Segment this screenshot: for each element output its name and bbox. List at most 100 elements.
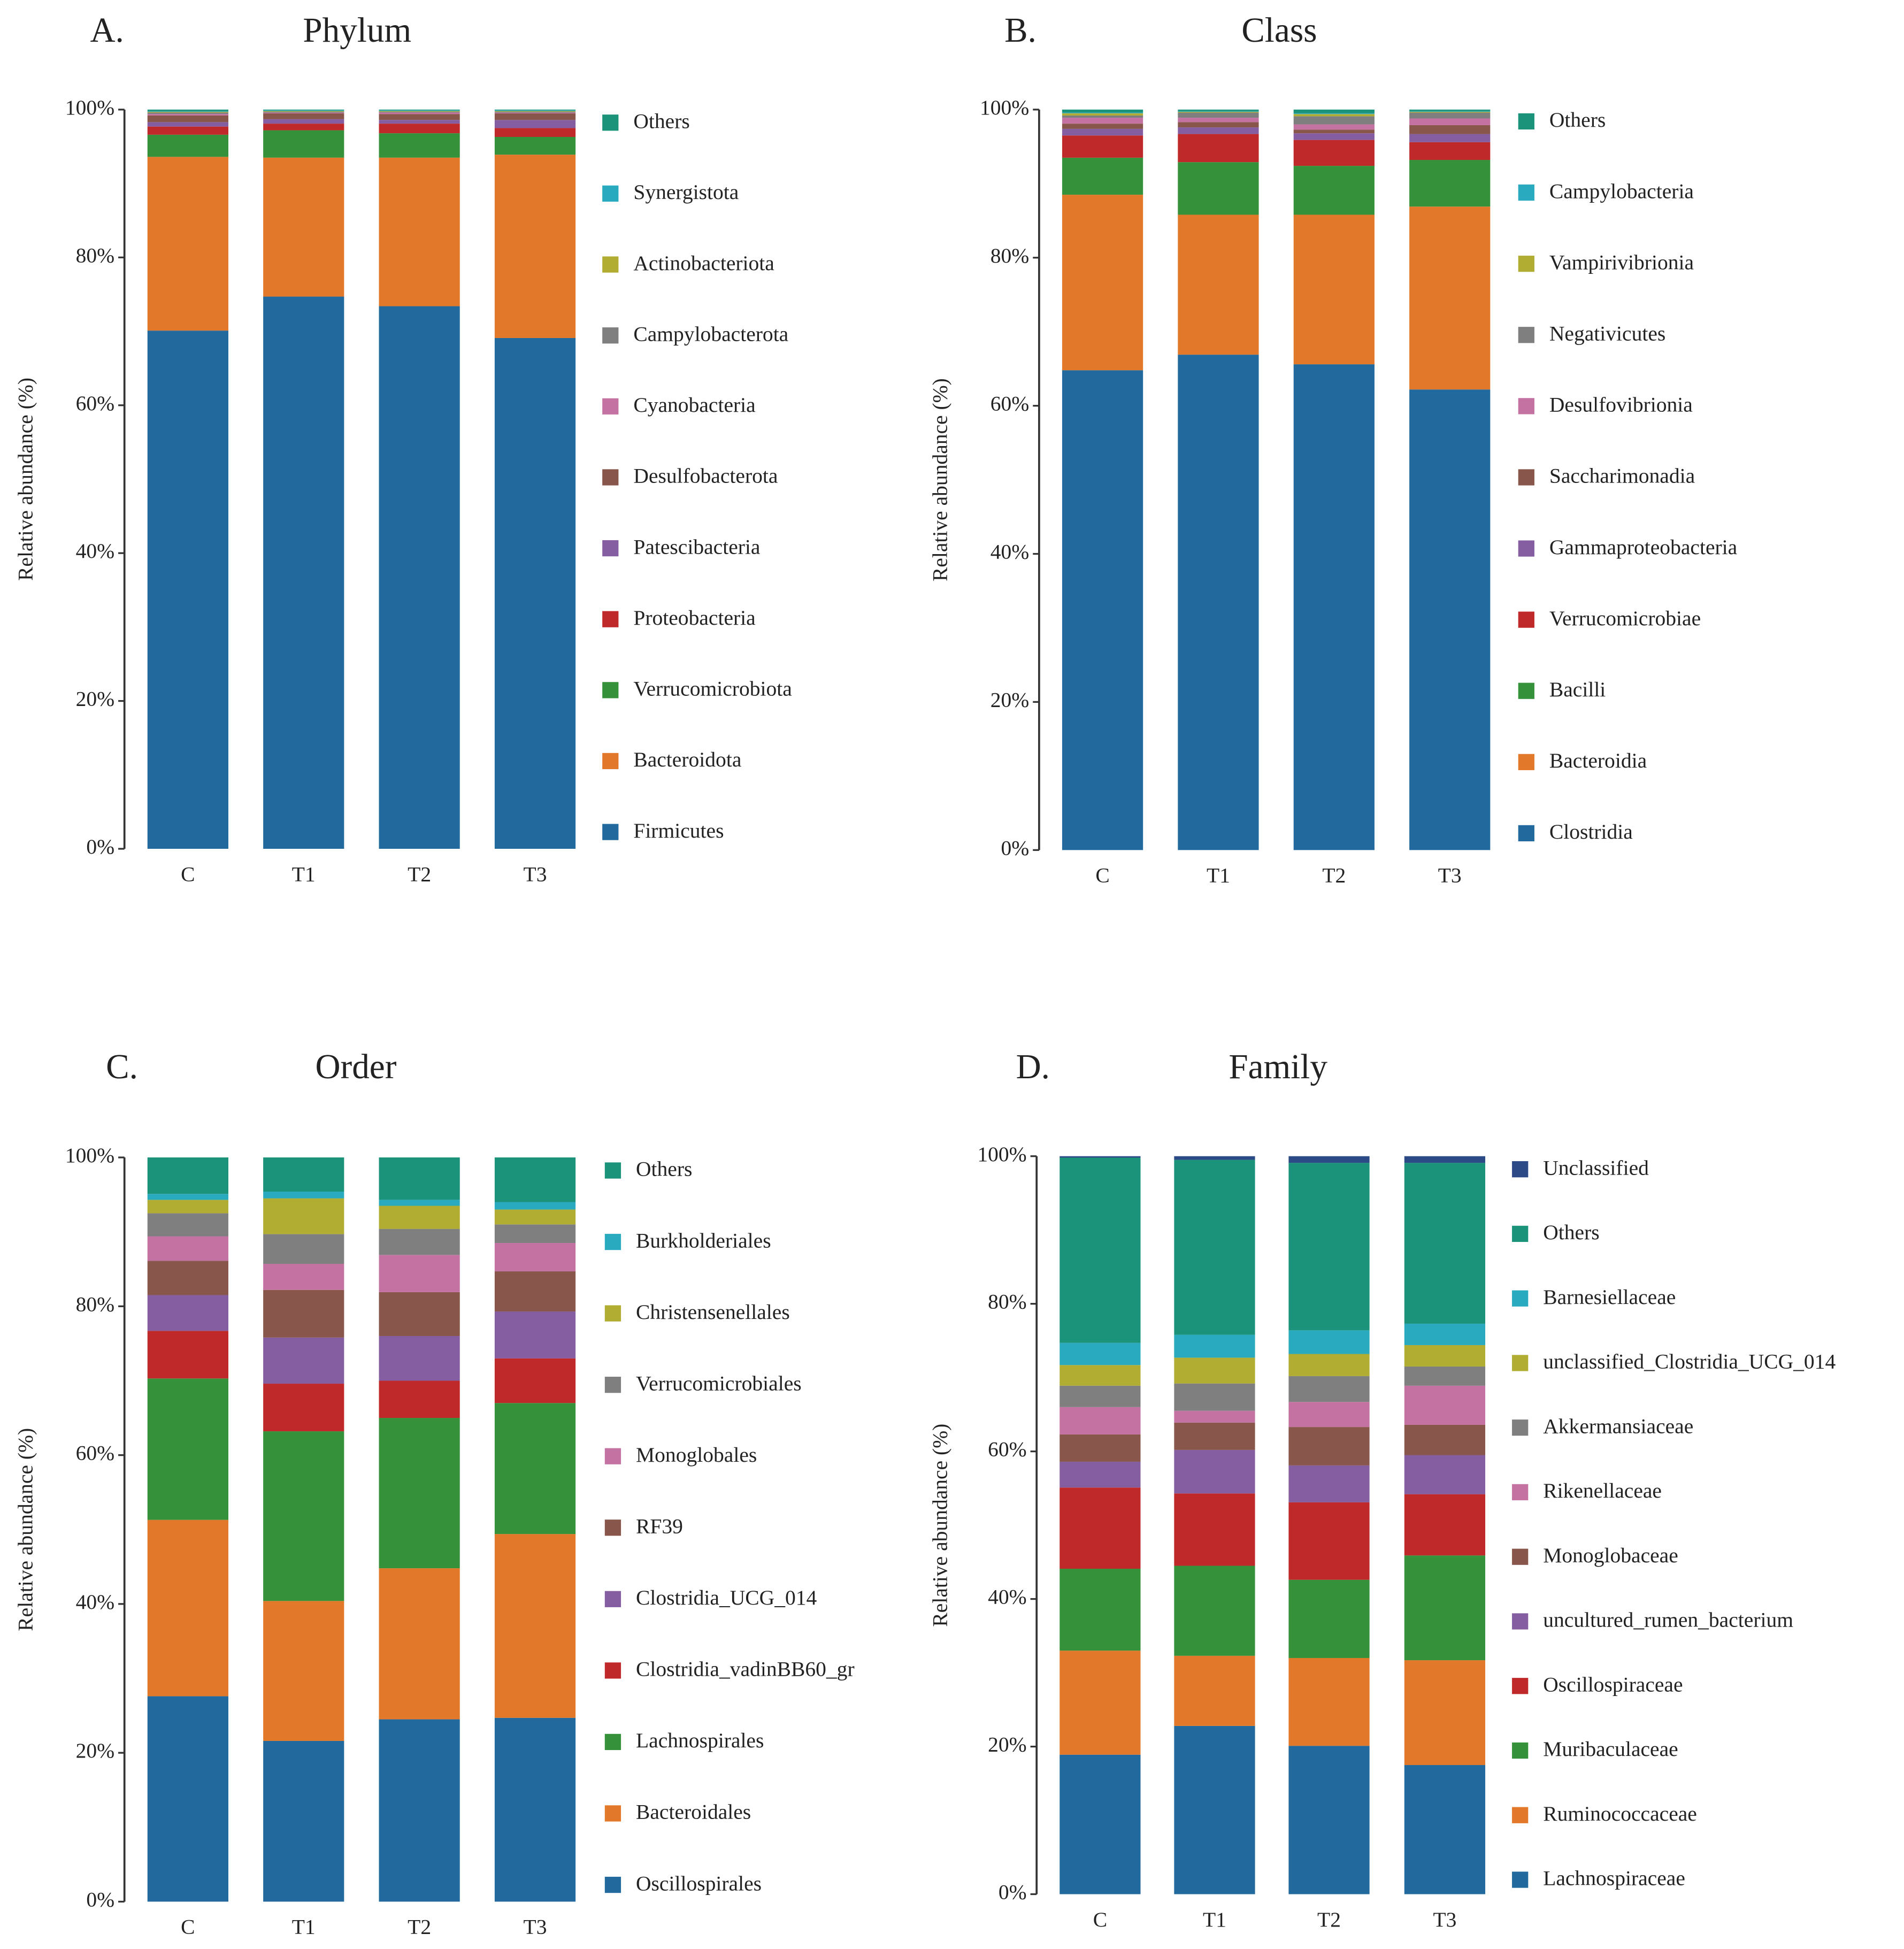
legend-item: Negativicutes — [1518, 322, 1665, 346]
legend-swatch — [1518, 184, 1534, 201]
panel-order: C. Order Relative abundance (%) 0% 20% 40% 60%… — [13, 1048, 854, 1939]
bar-segment-t1-bacteroidia — [1178, 214, 1259, 355]
legend-label: Negativicutes — [1549, 322, 1665, 346]
x-tick-label: T3 — [524, 862, 547, 886]
legend-item: unclassified_Clostridia_UCG_014 — [1512, 1350, 1836, 1373]
bar-segment-t2-bacteroidota — [379, 157, 460, 306]
legend-swatch — [604, 1448, 621, 1464]
legend-item: Gammaproteobacteria — [1518, 535, 1738, 559]
bar-segment-t2-desulfobacterota — [379, 114, 460, 120]
bar-segment-t1-monoglobales — [263, 1264, 344, 1290]
bar-segment-c-others — [147, 1157, 228, 1194]
legend-swatch — [604, 1662, 621, 1679]
bar-segment-t2-barnesiellaceae — [1288, 1330, 1370, 1354]
panel-label: D. — [1016, 1048, 1050, 1086]
x-tick-label: T1 — [1207, 864, 1230, 887]
legend-label: Clostridia_UCG_014 — [636, 1586, 817, 1609]
bar-segment-t2-ruminococcaceae — [1288, 1658, 1370, 1746]
y-tick-label: 0% — [86, 1888, 114, 1912]
bar-segment-c-bacteroidales — [147, 1520, 228, 1697]
legend-item: Campylobacterota — [602, 322, 789, 346]
bar-segment-t3-monoglobaceae — [1404, 1424, 1486, 1455]
chart-title: Class — [1241, 11, 1317, 50]
legend-label: unclassified_Clostridia_UCG_014 — [1543, 1350, 1836, 1373]
bar-segment-t2-actinobacteriota — [379, 111, 460, 112]
bar-segment-t3-firmicutes — [494, 337, 576, 849]
bar-segment-t1-muribaculaceae — [1174, 1566, 1255, 1656]
bar-segment-c-proteobacteria — [147, 126, 228, 135]
bar-segment-t2-monoglobales — [379, 1255, 460, 1292]
legend-label: Oscillospiraceae — [1543, 1672, 1683, 1696]
bar-segment-t3-uncultured-rumen-bacterium — [1404, 1455, 1486, 1494]
y-tick-label: 100% — [980, 96, 1029, 119]
bar-segment-t1-desulfovibrionia — [1178, 118, 1259, 122]
bar-segment-t3-desulfobacterota — [494, 113, 576, 120]
legend-item: Desulfobacterota — [602, 464, 778, 488]
legend-swatch — [604, 1876, 621, 1893]
legend-swatch — [602, 753, 619, 770]
legend-item: Others — [1518, 108, 1606, 132]
bar-segment-t2-lachnospiraceae — [1288, 1746, 1370, 1894]
bar-segment-t2-akkermansiaceae — [1288, 1376, 1370, 1402]
y-tick-label: 100% — [977, 1142, 1026, 1166]
bar-segment-t2-monoglobaceae — [1288, 1427, 1370, 1465]
legend-label: Cyanobacteria — [633, 393, 756, 417]
x-tick-label: T1 — [1203, 1908, 1226, 1931]
legend-swatch — [1518, 327, 1534, 343]
bar-segment-t3-lachnospirales — [494, 1403, 576, 1534]
legend-swatch — [604, 1733, 621, 1751]
legend-swatch — [602, 256, 619, 273]
legend-swatch — [604, 1520, 621, 1536]
legend-label: Muribaculaceae — [1543, 1737, 1678, 1761]
legend-item: Others — [602, 110, 690, 133]
legend-item: Barnesiellaceae — [1512, 1285, 1676, 1309]
y-tick-label: 40% — [76, 1590, 114, 1614]
bar-segment-t3-rikenellaceae — [1404, 1385, 1486, 1425]
bar-segment-t1-bacteroidales — [263, 1601, 344, 1741]
bar-segment-c-campylobacterota — [147, 112, 228, 114]
legend-swatch — [602, 185, 619, 202]
panel-label: A. — [90, 11, 124, 50]
legend-label: Gammaproteobacteria — [1549, 535, 1738, 559]
legend-item: Vampirivibrionia — [1518, 250, 1694, 274]
legend-item: Oscillospiraceae — [1512, 1672, 1683, 1696]
legend-item: uncultured_rumen_bacterium — [1512, 1608, 1793, 1632]
legend-swatch — [1518, 113, 1534, 130]
bar-segment-t3-bacilli — [1409, 160, 1491, 207]
bar-segment-t3-proteobacteria — [494, 128, 576, 137]
bar-segment-t3-burkholderiales — [494, 1202, 576, 1210]
legend-swatch — [1512, 1484, 1529, 1501]
y-tick-label: 0% — [999, 1881, 1027, 1904]
bar-segment-c-rikenellaceae — [1060, 1407, 1141, 1434]
bar-segment-t1-clostridia-vadinbb60-gr — [263, 1384, 344, 1432]
legend-swatch — [602, 682, 619, 699]
legend-label: Bacteroidia — [1549, 749, 1647, 772]
x-tick-label: C — [1093, 1908, 1107, 1931]
bar-segment-t3-lachnospiraceae — [1404, 1765, 1486, 1894]
legend-swatch — [1512, 1613, 1529, 1630]
legend-swatch — [1512, 1419, 1529, 1436]
bar-segment-t3-actinobacteriota — [494, 111, 576, 112]
bar-segment-t1-verrucomicrobiae — [1178, 134, 1259, 163]
legend-label: Desulfobacterota — [633, 464, 778, 488]
legend-swatch — [1518, 540, 1534, 557]
bar-segment-c-saccharimonadia — [1062, 124, 1143, 129]
legend-label: Rikenellaceae — [1543, 1479, 1662, 1502]
legend-item: Bacteroidia — [1518, 749, 1647, 772]
y-tick-label: 60% — [76, 1441, 114, 1465]
legend-swatch — [1512, 1225, 1529, 1242]
bar-segment-t1-campylobacteria — [1178, 111, 1259, 112]
legend-label: Lachnospirales — [636, 1729, 764, 1752]
y-tick-label: 60% — [76, 392, 114, 415]
legend-swatch — [1512, 1548, 1529, 1565]
bar-segment-c-lachnospiraceae — [1060, 1754, 1141, 1894]
bar-segment-t2-uncultured-rumen-bacterium — [1288, 1465, 1370, 1502]
legend-swatch — [1512, 1355, 1529, 1371]
bar-segment-c-clostridia-ucg-014 — [147, 1295, 228, 1331]
x-tick-label: T3 — [524, 1915, 547, 1939]
y-axis-label: Relative abundance (%) — [13, 378, 37, 581]
bar-segment-t3-others — [1409, 109, 1491, 111]
bar-segment-t2-campylobacteria — [1293, 113, 1375, 114]
bar-segment-c-unclassified-clostridia-ucg-014 — [1060, 1365, 1141, 1386]
bar-segment-c-gammaproteobacteria — [1062, 128, 1143, 136]
